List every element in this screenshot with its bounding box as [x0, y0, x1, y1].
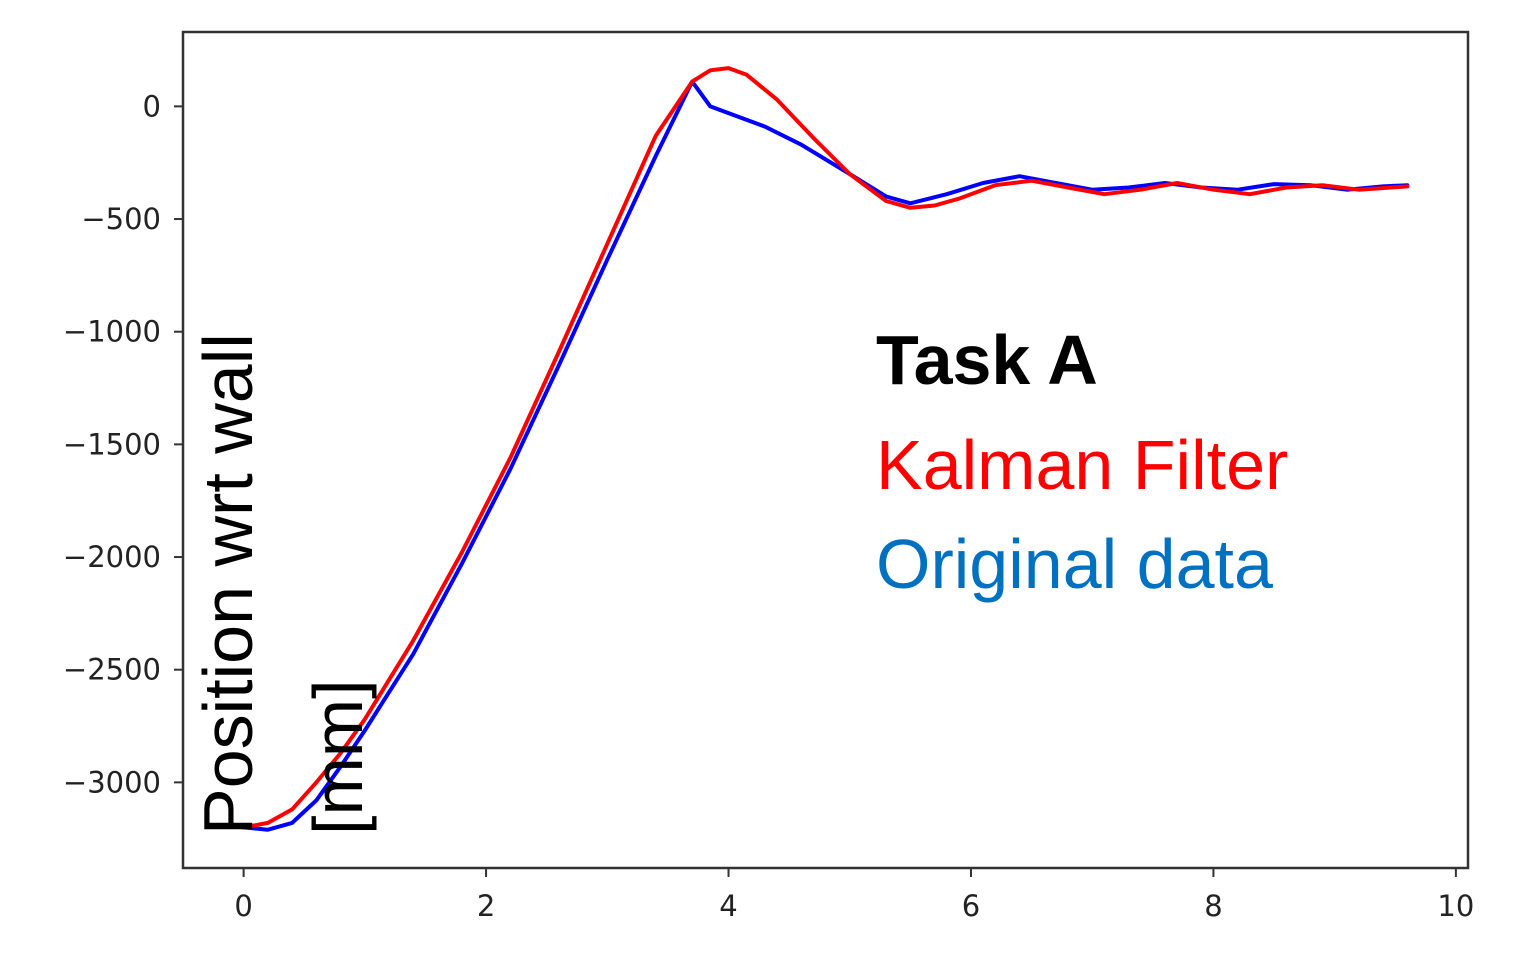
y-tick-label: −3000 [63, 765, 161, 799]
x-tick-label: 6 [962, 889, 980, 923]
series-line-kalman-filter [241, 66, 1410, 830]
series-lines [241, 66, 1410, 832]
x-tick-label: 2 [477, 889, 495, 923]
y-tick-label: −2500 [63, 653, 161, 687]
y-axis-label-line-2: [mm] [299, 679, 377, 835]
legend-original-data: Original data [876, 525, 1273, 603]
y-axis-label-line-1: Position wrt wall [189, 333, 267, 835]
x-tick-label: 0 [234, 889, 252, 923]
y-tick-label: −1500 [63, 427, 161, 461]
y-tick-label: 0 [143, 89, 161, 123]
x-tick-label: 4 [719, 889, 737, 923]
plot-area [181, 30, 1470, 870]
x-axis: 0 2 4 6 8 10 [234, 868, 1474, 923]
y-axis: 0 −500 −1000 −1500 −2000 −2500 −3000 [63, 89, 183, 799]
legend-kalman-filter: Kalman Filter [876, 426, 1288, 504]
x-tick-label: 8 [1204, 889, 1222, 923]
y-tick-label: −2000 [63, 540, 161, 574]
x-tick-label: 10 [1437, 889, 1474, 923]
y-tick-label: −500 [81, 202, 161, 236]
y-tick-label: −1000 [63, 315, 161, 349]
y-axis-label: Position wrt wall [mm] [189, 314, 377, 835]
annotation-task: Task A [876, 321, 1098, 399]
